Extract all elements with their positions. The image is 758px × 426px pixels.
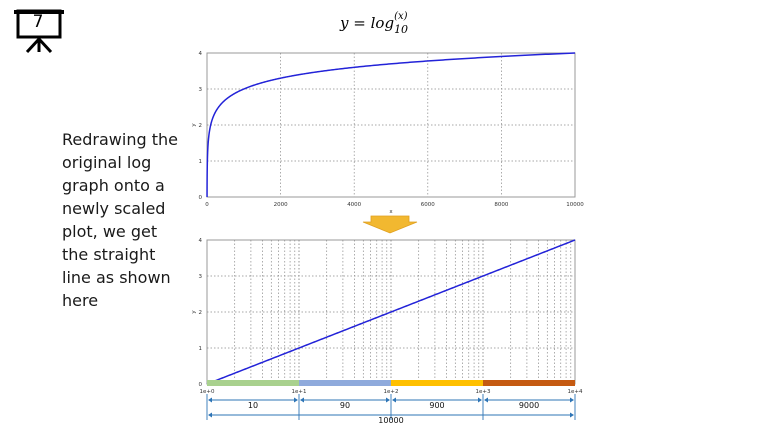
formula-argument: (x)	[394, 11, 408, 22]
decade-width-label: 90	[340, 401, 350, 410]
caption-line: newly scaled	[62, 199, 166, 218]
y-axis-label: y	[191, 310, 197, 314]
dimension-arrowhead	[294, 397, 298, 403]
presentation-board-icon	[14, 9, 64, 54]
dimension-arrowhead	[386, 397, 390, 403]
caption-line: original log	[62, 153, 152, 172]
y-tick-label: 0	[199, 382, 203, 388]
formula-lhs: y	[340, 14, 349, 32]
dimension-arrowhead	[478, 397, 482, 403]
x-tick-label: 8000	[494, 202, 508, 208]
decade-width-label: 9000	[519, 401, 539, 410]
dimension-arrowhead	[208, 412, 212, 418]
y-tick-label: 3	[199, 87, 203, 93]
dimension-arrowhead	[392, 397, 396, 403]
y-tick-label: 2	[199, 310, 203, 316]
dimension-arrowhead	[484, 397, 488, 403]
decade-band	[299, 380, 391, 386]
series-line	[206, 52, 576, 197]
x-tick-label: 4000	[347, 202, 361, 208]
x-axis-label: x	[389, 209, 393, 215]
decade-band	[207, 380, 299, 386]
plot-area	[206, 52, 576, 198]
y-axis-label: y	[191, 123, 197, 127]
decade-band	[391, 380, 483, 386]
y-tick-label: 0	[199, 195, 203, 201]
y-tick-label: 1	[199, 346, 203, 352]
x-tick-label: 6000	[421, 202, 435, 208]
caption-line: the straight	[62, 245, 156, 264]
formula-base: 10	[394, 23, 409, 36]
caption: Redrawing the original log graph onto a …	[62, 128, 192, 312]
decade-band	[483, 380, 575, 386]
dimension-arrowhead	[300, 397, 304, 403]
y-tick-label: 4	[199, 238, 203, 244]
formula-equals: =	[353, 14, 366, 32]
x-tick-label: 1e+4	[568, 389, 583, 395]
caption-line: plot, we get	[62, 222, 158, 241]
x-tick-label: 2000	[274, 202, 288, 208]
caption-line: here	[62, 291, 99, 310]
total-span-label: 10000	[378, 416, 403, 425]
formula-function: log	[370, 14, 395, 32]
dimension-arrowhead	[570, 412, 574, 418]
series-line	[206, 239, 576, 385]
x-tick-label: 1e+1	[292, 389, 307, 395]
x-tick-label: 0	[205, 202, 209, 208]
dimension-arrowhead	[208, 397, 212, 403]
down-arrow-icon	[362, 215, 418, 234]
caption-line: graph onto a	[62, 176, 165, 195]
caption-line: line as shown	[62, 268, 171, 287]
caption-line: Redrawing the	[62, 130, 178, 149]
x-tick-label: 1e+2	[384, 389, 399, 395]
x-tick-label: 1e+0	[200, 389, 215, 395]
formula: y = log10(x)	[340, 11, 480, 46]
x-tick-label: 10000	[566, 202, 584, 208]
decade-width-label: 10	[248, 401, 258, 410]
y-tick-label: 3	[199, 274, 203, 280]
slide-number: 7	[32, 12, 44, 32]
decade-width-label: 900	[429, 401, 444, 410]
y-tick-label: 4	[199, 51, 203, 57]
dimension-arrowhead	[570, 397, 574, 403]
y-tick-label: 1	[199, 159, 203, 165]
x-tick-label: 1e+3	[476, 389, 491, 395]
y-tick-label: 2	[199, 123, 203, 129]
